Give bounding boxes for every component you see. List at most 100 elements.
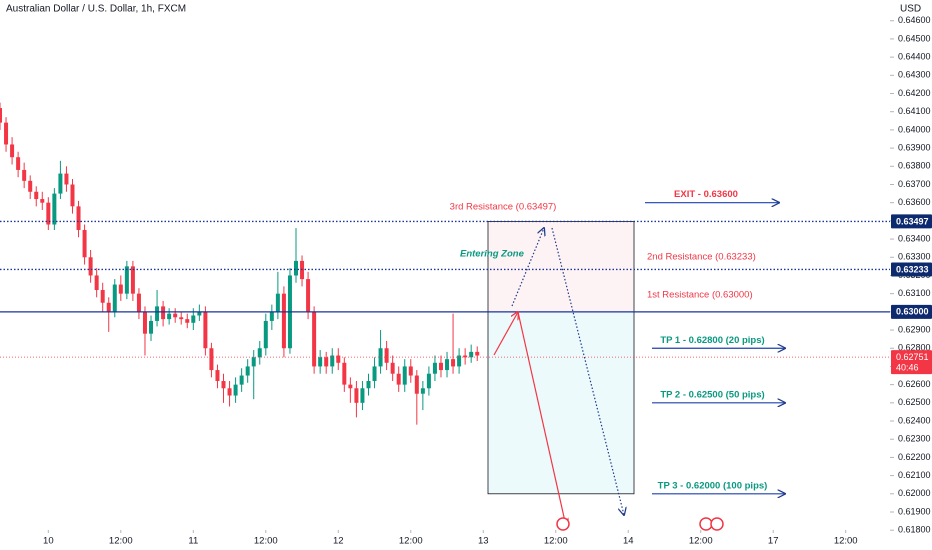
candle-body — [469, 351, 474, 358]
candle-body — [324, 357, 329, 367]
candle-body — [227, 388, 232, 396]
y-tick-label: 0.63400 — [898, 233, 931, 243]
candle-body — [94, 275, 99, 291]
level-tag-label: 0.63000 — [896, 307, 929, 317]
candle-body — [179, 317, 184, 320]
candle-body — [46, 202, 51, 225]
candle-body — [312, 311, 317, 367]
candle-body — [4, 122, 9, 145]
y-tick-label: 0.64600 — [898, 15, 931, 25]
risk-zone — [488, 221, 634, 312]
candle-body — [191, 315, 196, 323]
y-tick-label: 0.64100 — [898, 106, 931, 116]
last-price-tag — [891, 350, 932, 375]
candle-body — [318, 357, 323, 367]
candle-body — [124, 266, 129, 294]
candle-body — [451, 359, 456, 367]
level-tag-label: 0.63497 — [896, 216, 929, 226]
candle-body — [306, 279, 311, 312]
arrow — [511, 228, 544, 307]
candle-body — [360, 388, 365, 403]
y-tick-label: 0.62800 — [898, 343, 931, 353]
candle-body — [384, 348, 389, 363]
candle-body — [390, 362, 395, 374]
candle-body — [233, 384, 238, 396]
level-label: 2nd Resistance (0.63233) — [647, 252, 756, 263]
plot: 3rd Resistance (0.63497) 2nd Resistance (… — [0, 102, 890, 494]
candle-body — [445, 359, 450, 371]
candle-body — [396, 373, 401, 385]
candle-body — [70, 184, 75, 207]
axes: 0.61800 0.61900 0.62000 0.62100 0.62200 0.623… — [43, 15, 932, 547]
candle-body — [269, 311, 274, 321]
y-tick-label: 0.62000 — [898, 488, 931, 498]
candle-body — [215, 370, 220, 381]
candle-body — [203, 311, 208, 349]
candle-body — [414, 375, 419, 394]
y-tick-label: 0.63700 — [898, 179, 931, 189]
level-label: 1st Resistance (0.63000) — [647, 290, 753, 301]
candle-body — [136, 293, 141, 312]
reward-zone — [488, 311, 634, 494]
candle-body — [263, 320, 268, 349]
event-flag[interactable] — [710, 517, 724, 531]
candle-body — [330, 355, 335, 367]
event-flag[interactable] — [699, 517, 713, 531]
candle-body — [118, 284, 123, 294]
candle-body — [76, 206, 81, 230]
candle-body — [112, 284, 117, 312]
x-tick-label: 12:00 — [834, 536, 858, 547]
x-tick-label: 13 — [478, 536, 489, 547]
candle-body — [336, 355, 341, 363]
candle-body — [142, 311, 147, 334]
candle-body — [438, 362, 443, 371]
candle-body — [161, 306, 166, 320]
y-tick-label: 0.62100 — [898, 470, 931, 480]
candle-body — [372, 366, 377, 381]
target-label: TP 1 - 0.62800 (20 pips) — [660, 335, 764, 346]
event-flag[interactable] — [556, 517, 570, 531]
x-tick-label: 12:00 — [399, 536, 423, 547]
x-tick-label: 10 — [43, 536, 54, 547]
y-tick-label: 0.62500 — [898, 397, 931, 407]
candle-body — [251, 357, 256, 367]
last-price-label: 0.62751 — [896, 352, 929, 362]
candle-body — [40, 199, 45, 203]
candle-body — [149, 320, 154, 334]
y-tick-label: 0.63300 — [898, 252, 931, 262]
x-tick-label: 12:00 — [689, 536, 713, 547]
candle-body — [257, 348, 262, 358]
candle-body — [173, 313, 178, 318]
candle-body — [275, 293, 280, 312]
candle-body — [432, 362, 437, 374]
level-tag — [891, 304, 932, 319]
target-label: TP 3 - 0.62000 (100 pips) — [658, 480, 768, 491]
candle-body — [82, 229, 87, 258]
x-tick-label: 12:00 — [254, 536, 278, 547]
candle-body — [197, 311, 202, 316]
candle-body — [58, 173, 63, 194]
y-tick-label: 0.63800 — [898, 161, 931, 171]
target-label: EXIT - 0.63600 — [674, 189, 738, 200]
candle-body — [408, 366, 413, 376]
candle-body — [402, 366, 407, 385]
x-tick-label: 17 — [768, 536, 779, 547]
y-tick-label: 0.63100 — [898, 288, 931, 298]
x-tick-label: 12:00 — [109, 536, 133, 547]
y-tick-label: 0.64500 — [898, 33, 931, 43]
candle-body — [100, 290, 105, 303]
y-tick-label: 0.62400 — [898, 415, 931, 425]
y-tick-label: 0.64200 — [898, 88, 931, 98]
candle-body — [22, 169, 27, 181]
candle-body — [10, 144, 15, 158]
candle-body — [294, 260, 298, 276]
level-tag — [891, 214, 932, 229]
candle-body — [130, 266, 135, 294]
chart-title: Australian Dollar / U.S. Dollar, 1h, FXC… — [6, 4, 186, 15]
y-tick-label: 0.61800 — [898, 525, 931, 535]
y-tick-label: 0.62200 — [898, 452, 931, 462]
level-tag — [891, 262, 932, 277]
y-tick-label: 0.64300 — [898, 70, 931, 80]
arrow — [551, 227, 624, 515]
